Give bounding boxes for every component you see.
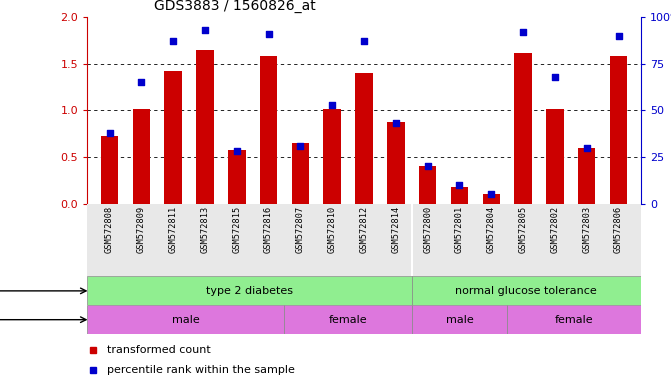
FancyBboxPatch shape: [87, 204, 641, 276]
Point: [422, 163, 433, 169]
Point: [581, 145, 592, 151]
Bar: [482, 194, 500, 204]
Text: transformed count: transformed count: [107, 345, 210, 355]
Bar: [228, 151, 246, 204]
Text: GSM572803: GSM572803: [582, 206, 591, 253]
Text: GSM572804: GSM572804: [486, 206, 496, 253]
Point: [104, 130, 115, 136]
Bar: [387, 122, 405, 204]
FancyBboxPatch shape: [87, 305, 285, 334]
Point: [168, 38, 178, 45]
Text: GSM572802: GSM572802: [550, 206, 560, 253]
Bar: [292, 143, 309, 204]
Point: [518, 29, 529, 35]
Text: GSM572816: GSM572816: [264, 206, 273, 253]
Bar: [196, 50, 213, 204]
Text: GSM572810: GSM572810: [327, 206, 337, 253]
Text: type 2 diabetes: type 2 diabetes: [206, 286, 293, 296]
Text: female: female: [329, 314, 368, 325]
Text: GSM572807: GSM572807: [296, 206, 305, 253]
Text: GSM572809: GSM572809: [137, 206, 146, 253]
Bar: [355, 73, 373, 204]
Point: [263, 31, 274, 37]
Text: normal glucose tolerance: normal glucose tolerance: [456, 286, 597, 296]
Point: [359, 38, 370, 45]
Point: [613, 33, 624, 39]
FancyBboxPatch shape: [412, 305, 507, 334]
Bar: [515, 53, 532, 204]
Bar: [610, 56, 627, 204]
Text: GSM572812: GSM572812: [360, 206, 368, 253]
FancyBboxPatch shape: [87, 276, 412, 305]
Text: GSM572811: GSM572811: [168, 206, 178, 253]
Text: GSM572814: GSM572814: [391, 206, 401, 253]
Point: [136, 79, 147, 86]
Bar: [323, 109, 341, 204]
Point: [199, 27, 210, 33]
Text: female: female: [555, 314, 593, 325]
Point: [231, 148, 242, 154]
Point: [454, 182, 465, 188]
Bar: [451, 187, 468, 204]
Text: GSM572800: GSM572800: [423, 206, 432, 253]
Bar: [133, 109, 150, 204]
FancyBboxPatch shape: [507, 305, 641, 334]
Point: [550, 74, 560, 80]
Bar: [578, 148, 595, 204]
Point: [486, 191, 497, 197]
Text: GSM572801: GSM572801: [455, 206, 464, 253]
FancyBboxPatch shape: [412, 276, 641, 305]
Bar: [419, 166, 436, 204]
Text: GSM572813: GSM572813: [201, 206, 209, 253]
Text: GSM572805: GSM572805: [519, 206, 527, 253]
Bar: [101, 136, 118, 204]
FancyBboxPatch shape: [285, 305, 412, 334]
Text: male: male: [446, 314, 473, 325]
Text: male: male: [172, 314, 200, 325]
Text: GSM572808: GSM572808: [105, 206, 114, 253]
Bar: [260, 56, 277, 204]
Text: GDS3883 / 1560826_at: GDS3883 / 1560826_at: [154, 0, 316, 13]
Point: [391, 120, 401, 126]
Point: [327, 102, 338, 108]
Text: percentile rank within the sample: percentile rank within the sample: [107, 364, 295, 375]
Bar: [164, 71, 182, 204]
Text: GSM572806: GSM572806: [614, 206, 623, 253]
Text: GSM572815: GSM572815: [232, 206, 242, 253]
Bar: [546, 109, 564, 204]
Point: [295, 143, 306, 149]
